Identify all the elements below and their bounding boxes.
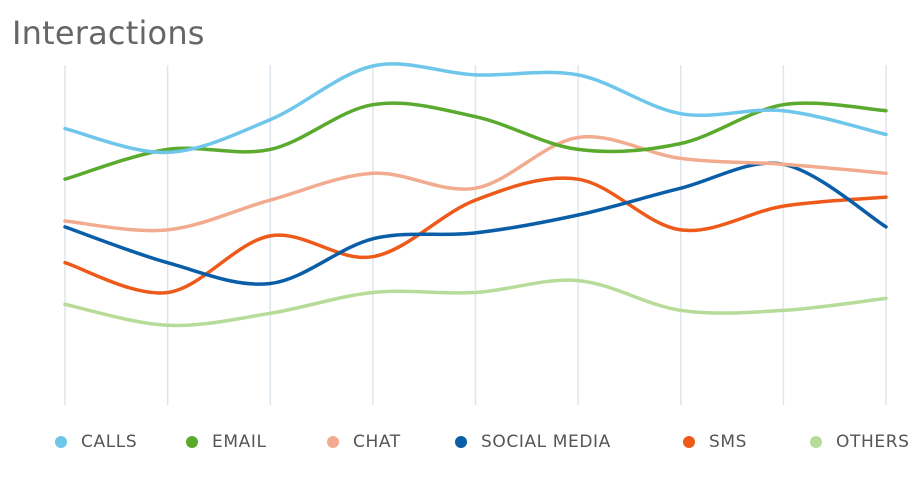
legend-dot-icon (683, 436, 695, 448)
legend-item[interactable]: CHAT (327, 428, 401, 456)
series-line-sms (63, 176, 888, 295)
legend-dot-icon (55, 436, 67, 448)
legend-dot-icon (455, 436, 467, 448)
legend-dot-icon (327, 436, 339, 448)
legend-label: SMS (709, 432, 748, 452)
legend-dot-icon (810, 436, 822, 448)
legend-label: OTHERS (836, 432, 910, 452)
legend-item[interactable]: OTHERS (810, 428, 910, 456)
series-line-chat (63, 135, 888, 233)
legend-item[interactable]: EMAIL (186, 428, 267, 456)
line-chart (63, 62, 888, 405)
series-lines (63, 62, 888, 328)
chart-title: Interactions (12, 14, 205, 52)
legend-item[interactable]: CALLS (55, 428, 137, 456)
legend-label: CALLS (81, 432, 138, 452)
series-line-others (63, 278, 888, 328)
legend-label: CHAT (353, 432, 401, 452)
legend-label: EMAIL (212, 432, 267, 452)
chart-legend: CALLS EMAIL CHAT SOCIAL MEDIA SMS OTHERS (0, 428, 922, 456)
legend-label: SOCIAL MEDIA (481, 432, 611, 452)
legend-dot-icon (186, 436, 198, 448)
legend-item[interactable]: SMS (683, 428, 747, 456)
legend-item[interactable]: SOCIAL MEDIA (455, 428, 611, 456)
series-line-calls (63, 62, 888, 155)
